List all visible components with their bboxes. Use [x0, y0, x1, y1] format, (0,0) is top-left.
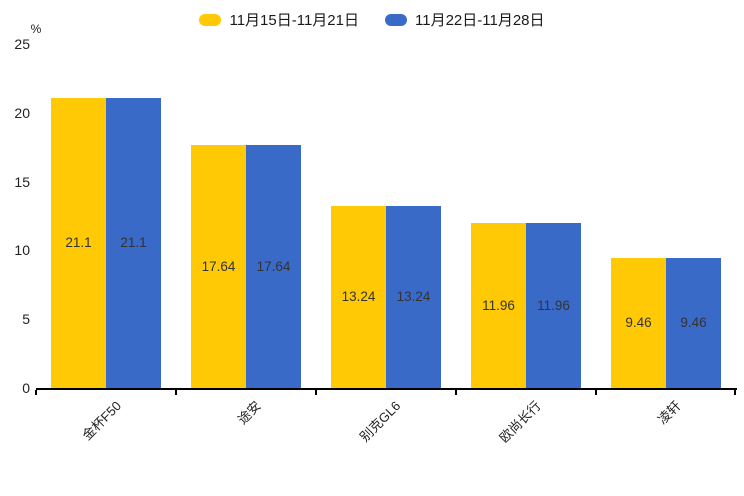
- bar-series2-cat5[interactable]: 9.46: [666, 257, 721, 388]
- bar-value-label: 13.24: [396, 289, 431, 305]
- y-tick-label: 5: [22, 311, 30, 328]
- y-axis: 0 5 10 15 20 25: [0, 36, 30, 396]
- bar-series2-cat2[interactable]: 17.64: [246, 145, 301, 388]
- bar-series1-cat2[interactable]: 17.64: [191, 145, 246, 388]
- bar-series1-cat3[interactable]: 13.24: [331, 205, 386, 388]
- x-axis-tick: [455, 390, 457, 395]
- bar-series1-cat1[interactable]: 21.1: [51, 97, 106, 388]
- legend-item[interactable]: 11月22日-11月28日: [385, 9, 545, 30]
- bar-value-label: 13.24: [341, 289, 376, 305]
- legend-swatch: [385, 13, 407, 26]
- x-axis-tick: [595, 390, 597, 395]
- y-tick-label: 0: [22, 380, 30, 396]
- legend: 11月15日-11月21日 11月22日-11月28日: [0, 9, 744, 30]
- x-axis-tick: [734, 390, 736, 395]
- x-axis-tick: [315, 390, 317, 395]
- bar-value-label: 9.46: [625, 315, 652, 331]
- bar-series2-cat3[interactable]: 13.24: [386, 205, 441, 388]
- bar-value-label: 17.64: [201, 259, 236, 275]
- legend-label: 11月15日-11月21日: [229, 12, 359, 29]
- x-axis-line: [36, 388, 737, 390]
- bar-value-label: 21.1: [120, 235, 147, 251]
- bar-series2-cat1[interactable]: 21.1: [106, 97, 161, 388]
- x-axis-category-label: 途安: [234, 398, 264, 428]
- bar-series1-cat5[interactable]: 9.46: [611, 257, 666, 388]
- x-axis-category-label: 别克GL6: [357, 398, 404, 445]
- bar-value-label: 11.96: [482, 298, 515, 314]
- plot-area: 21.1 21.1 金杯F50 17.64 17.64 途安 13.24 13.24 别克GL6…: [35, 44, 737, 446]
- y-axis-unit-label: %: [30, 22, 42, 36]
- x-axis-category-label: 凌轩: [654, 398, 684, 428]
- bar-value-label: 17.64: [256, 259, 291, 275]
- legend-label: 11月22日-11月28日: [415, 12, 545, 29]
- bar-value-label: 9.46: [680, 315, 707, 331]
- bar-series2-cat4[interactable]: 11.96: [526, 223, 581, 388]
- x-axis-category-label: 金杯F50: [78, 398, 124, 443]
- bar-value-label: 11.96: [537, 298, 570, 314]
- bar-value-label: 21.1: [65, 235, 92, 251]
- y-tick-label: 25: [14, 36, 30, 52]
- legend-item[interactable]: 11月15日-11月21日: [199, 9, 359, 30]
- x-axis-tick: [175, 390, 177, 395]
- y-tick-label: 20: [14, 104, 30, 121]
- x-axis-tick: [35, 390, 37, 395]
- y-tick-label: 15: [14, 173, 30, 190]
- y-tick-label: 10: [14, 242, 30, 259]
- bar-series1-cat4[interactable]: 11.96: [471, 223, 526, 388]
- x-axis-category-label: 欧尚长行: [496, 398, 544, 446]
- legend-swatch: [199, 13, 222, 26]
